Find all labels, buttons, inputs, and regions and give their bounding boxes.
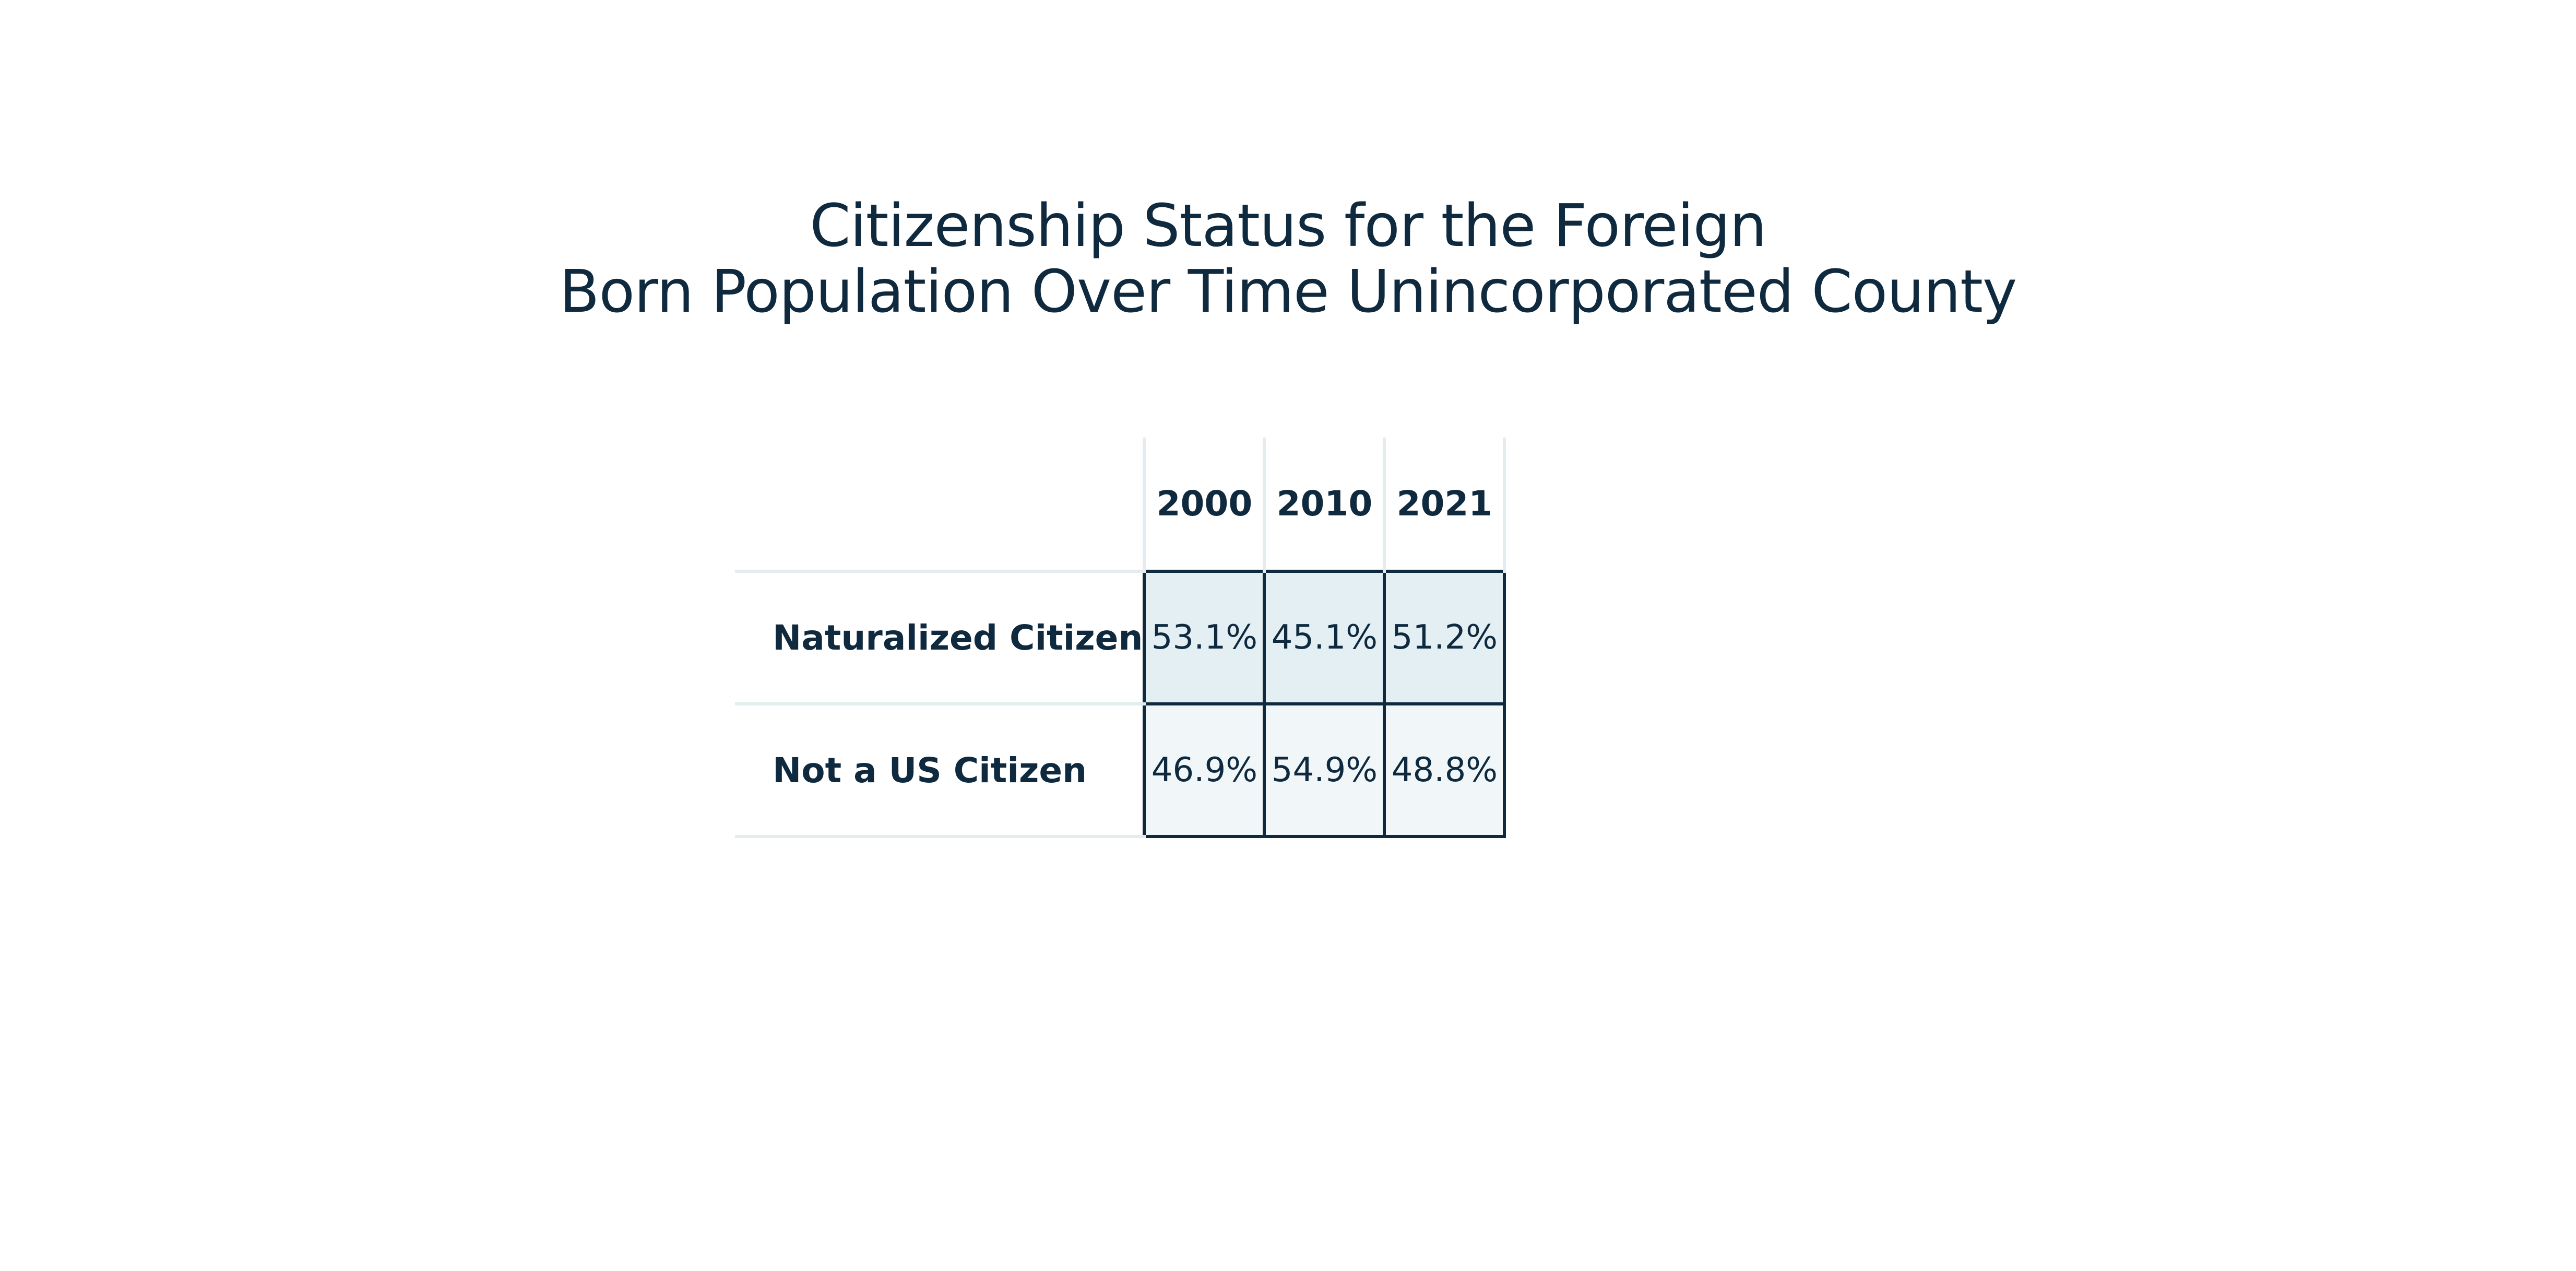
cell-naturalized-2021: 51.2% [1383, 570, 1506, 705]
row-label-naturalized-citizen: Naturalized Citizen [735, 570, 1145, 705]
cell-naturalized-2000: 53.1% [1143, 570, 1266, 705]
chart-title-line-2: Born Population Over Time Unincorporated… [559, 258, 2017, 326]
column-header-2000: 2000 [1143, 438, 1266, 571]
chart-title-line-1: Citizenship Status for the Foreign [810, 192, 1766, 260]
column-header-2010: 2010 [1263, 438, 1386, 571]
chart-title: Citizenship Status for the Foreign Born … [0, 193, 2576, 325]
row-label-not-a-us-citizen: Not a US Citizen [735, 702, 1145, 838]
header-row: 2000 2010 2021 [735, 438, 1506, 571]
cell-naturalized-2010: 45.1% [1263, 570, 1386, 705]
cell-not-citizen-2021: 48.8% [1383, 702, 1506, 838]
column-header-2021: 2021 [1383, 438, 1506, 571]
citizenship-table: 2000 2010 2021 Naturalized Citizen 53.1%… [735, 438, 1506, 838]
citizenship-table-container: 2000 2010 2021 Naturalized Citizen 53.1%… [735, 438, 1506, 838]
cell-not-citizen-2000: 46.9% [1143, 702, 1266, 838]
table-row: Naturalized Citizen 53.1% 45.1% 51.2% [735, 570, 1506, 705]
table-row: Not a US Citizen 46.9% 54.9% 48.8% [735, 702, 1506, 838]
header-corner [735, 438, 1144, 571]
cell-not-citizen-2010: 54.9% [1263, 702, 1386, 838]
